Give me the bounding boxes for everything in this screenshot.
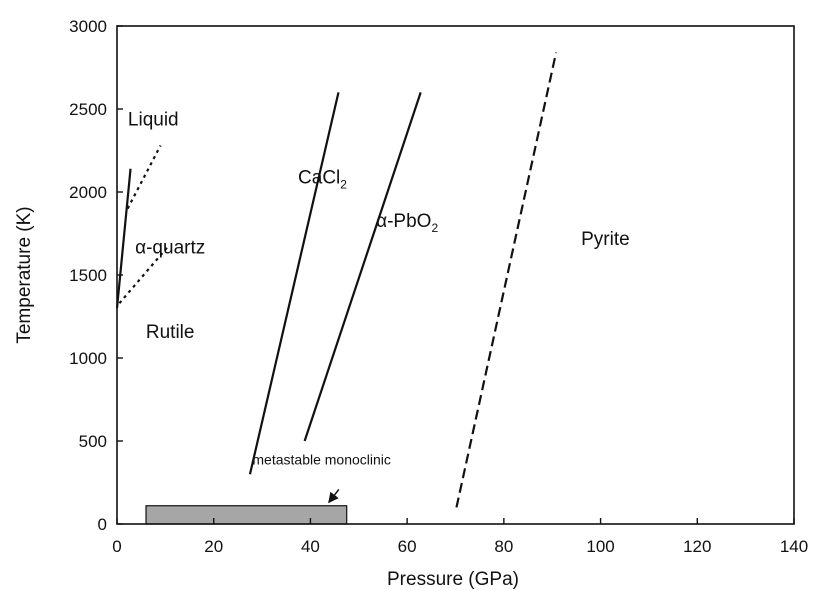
region-label-rutile: Rutile: [146, 322, 195, 343]
phase-boundary-line-1: [115, 168, 132, 309]
phase-boundary-line-2: [126, 145, 162, 210]
x-tick-label: 60: [398, 537, 417, 556]
x-tick-label: 100: [586, 537, 614, 556]
region-label-text: α-PbO: [376, 211, 431, 232]
region-label-cacl: CaCl2: [298, 168, 347, 192]
x-tick-label: 140: [780, 537, 808, 556]
region-label-text: Liquid: [128, 110, 179, 131]
x-tick-label: 80: [494, 537, 513, 556]
x-tick-label: 20: [204, 537, 223, 556]
y-tick-label: 1500: [69, 266, 107, 285]
region-label-pyrite: Pyrite: [581, 229, 630, 250]
y-tick-label: 2500: [69, 100, 107, 119]
phase-boundary-line-6: [455, 52, 558, 508]
annotation-arrow: [328, 488, 340, 504]
region-label-text: CaCl: [298, 168, 340, 189]
x-axis-title: Pressure (GPa): [387, 569, 519, 590]
y-tick-label: 3000: [69, 17, 107, 36]
phase-boundary-line-4: [248, 92, 340, 475]
y-axis-title: Temperature (K): [14, 206, 35, 343]
phase-boundary-line-3: [118, 246, 169, 304]
region-label-subscript: 2: [340, 178, 347, 192]
x-tick-label: 120: [683, 537, 711, 556]
phase-boundary-line-5: [303, 92, 422, 442]
x-tick-label: 0: [112, 537, 121, 556]
x-tick-label: 40: [301, 537, 320, 556]
y-tick-label: 500: [79, 432, 107, 451]
annotation-metastable-monoclinic: metastable monoclinic: [252, 452, 391, 468]
y-tick-label: 1000: [69, 349, 107, 368]
region-label-text: Pyrite: [581, 229, 630, 250]
plot-frame: [116, 25, 795, 525]
region-label-subscript: 2: [431, 221, 438, 235]
y-tick-label: 0: [98, 515, 107, 534]
y-tick-label: 2000: [69, 183, 107, 202]
region-label-quartz: α-quartz: [135, 237, 205, 258]
region-label-liquid: Liquid: [128, 110, 179, 131]
region-label-text: α-quartz: [135, 237, 205, 258]
region-label-text: Rutile: [146, 322, 195, 343]
metastable-monoclinic-range-bar: [145, 505, 348, 525]
axes: 0 20 40 60 80 100 120 140 0 500 1000 1500 2000 2500 30…: [69, 17, 808, 556]
region-label-pbo: α-PbO2: [376, 211, 438, 235]
plot-area: Liquidα-quartzRutileCaCl2α-PbO2Pyritemet…: [115, 52, 630, 525]
